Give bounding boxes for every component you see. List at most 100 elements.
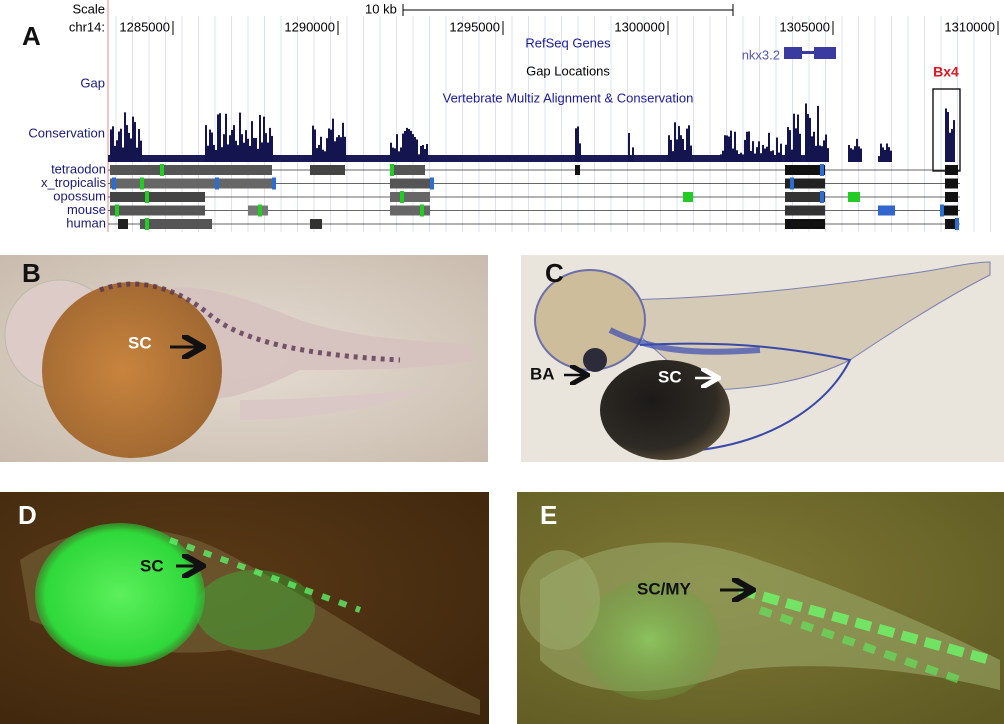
panel-e-image: E SC/MY xyxy=(517,492,1004,724)
cons-bar xyxy=(746,131,748,162)
cons-bar xyxy=(684,149,686,162)
aln-mark xyxy=(820,191,824,203)
cons-bar xyxy=(774,154,776,162)
position-label: 1305000 xyxy=(779,19,830,34)
cons-bar xyxy=(878,156,880,162)
cons-bar xyxy=(688,125,690,162)
cons-bar xyxy=(126,125,128,162)
cons-bar xyxy=(249,145,251,162)
aln-mark xyxy=(820,164,824,176)
cons-bar xyxy=(253,137,255,162)
aln-mark xyxy=(790,177,794,190)
cons-bar xyxy=(678,126,680,162)
aln-block xyxy=(390,165,425,175)
cons-bar xyxy=(744,139,746,162)
cons-bar xyxy=(416,139,418,162)
aln-block xyxy=(110,192,205,202)
cons-bar xyxy=(410,130,412,162)
cons-bar xyxy=(630,155,632,162)
cons-bar xyxy=(243,142,245,162)
position-label: 1295000 xyxy=(449,19,500,34)
aln-mark xyxy=(215,177,219,190)
cons-bar xyxy=(209,129,211,162)
cons-bar xyxy=(823,140,825,162)
cons-bar xyxy=(766,146,768,162)
aln-mark xyxy=(160,164,164,176)
cons-bar xyxy=(799,133,801,162)
aln-block xyxy=(945,192,958,202)
multiz-track: Vertebrate Multiz Alignment & Conservati… xyxy=(443,90,694,105)
cons-bar xyxy=(797,114,799,162)
cons-bar xyxy=(215,149,217,162)
cons-bar xyxy=(854,146,856,162)
cons-baseline xyxy=(108,155,828,162)
cons-bar xyxy=(762,145,764,162)
species-label: mouse xyxy=(67,202,106,217)
cons-bar xyxy=(793,113,795,162)
cons-bar xyxy=(396,134,398,162)
cons-bar xyxy=(682,138,684,162)
aln-block xyxy=(140,219,212,229)
cons-bar xyxy=(949,132,951,162)
cons-bar xyxy=(579,143,581,162)
species-label: tetraodon xyxy=(51,161,106,176)
cons-bar xyxy=(734,131,736,162)
cons-bar xyxy=(724,135,726,162)
aln-block xyxy=(110,178,272,189)
aln-block xyxy=(945,219,958,229)
cons-bar xyxy=(850,148,852,162)
cons-bar xyxy=(760,153,762,162)
cons-bar xyxy=(326,138,328,162)
cons-bar xyxy=(740,152,742,162)
aln-block xyxy=(310,219,322,229)
cons-bar xyxy=(815,145,817,162)
aln-mark xyxy=(430,177,434,190)
cons-bar xyxy=(134,122,136,162)
cons-bar xyxy=(722,150,724,162)
cons-bar xyxy=(947,112,949,162)
cons-bar xyxy=(217,114,219,162)
panel-b-image: B SC xyxy=(0,255,488,462)
cons-bar xyxy=(265,133,267,162)
cons-bar xyxy=(764,148,766,162)
aln-block xyxy=(575,165,580,175)
aln-block xyxy=(945,165,958,175)
aln-mark xyxy=(940,204,944,217)
cons-bar xyxy=(318,144,320,162)
cons-bar xyxy=(314,129,316,162)
cons-bar xyxy=(856,138,858,162)
cons-bar xyxy=(112,126,114,162)
refseq-track: RefSeq Genes xyxy=(525,35,611,50)
cons-bar xyxy=(848,144,850,162)
cons-bar xyxy=(884,150,886,162)
cons-bar xyxy=(211,132,213,162)
cons-bar xyxy=(138,129,140,162)
cons-bar xyxy=(738,153,740,162)
cons-bar xyxy=(231,129,233,162)
species-label: x_tropicalis xyxy=(41,175,107,190)
cons-bar xyxy=(342,122,344,162)
cons-bar xyxy=(742,154,744,162)
cons-bar xyxy=(827,148,829,162)
aln-mark xyxy=(400,191,404,203)
cons-bar xyxy=(205,125,207,162)
aln-block xyxy=(785,178,825,189)
aln-block xyxy=(940,205,958,216)
scale-label: Scale xyxy=(72,1,105,16)
cons-bar xyxy=(577,126,579,162)
cons-bar xyxy=(668,135,670,162)
cons-bar xyxy=(340,137,342,162)
cons-bar xyxy=(344,136,346,162)
cons-bar xyxy=(780,143,782,162)
aln-block xyxy=(878,205,895,216)
aln-block xyxy=(785,192,825,202)
aln-mark xyxy=(258,204,262,217)
cons-bar xyxy=(320,136,322,162)
cons-bar xyxy=(247,138,249,162)
cons-bar xyxy=(953,120,955,162)
cons-bar xyxy=(813,131,815,162)
conservation-track xyxy=(108,103,955,162)
cons-bar xyxy=(414,137,416,162)
cons-bar xyxy=(322,149,324,162)
cons-bar xyxy=(686,128,688,162)
